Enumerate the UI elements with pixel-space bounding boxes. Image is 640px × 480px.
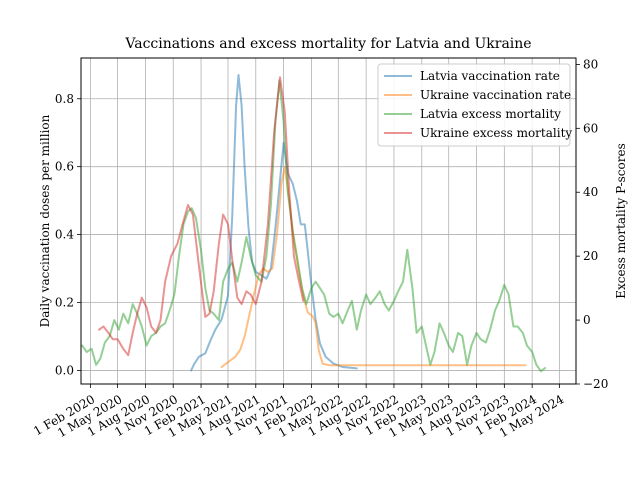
y-right-tick-label: 40 xyxy=(583,185,598,199)
y-left-tick-label: 0.2 xyxy=(55,296,74,310)
y-left-tick-label: 0.6 xyxy=(55,160,74,174)
legend-label: Ukraine vaccination rate xyxy=(420,88,571,102)
y-right-tick-label: 80 xyxy=(583,57,598,71)
series-line xyxy=(220,165,527,368)
plot-frame xyxy=(80,57,577,385)
y-right-tick-label: −20 xyxy=(583,377,608,391)
y-axis-left-label: Daily vaccination doses per million xyxy=(38,114,52,327)
y-left-tick-label: 0.4 xyxy=(55,228,74,242)
y-axis-right-label: Excess mortality P-scores xyxy=(614,143,628,298)
y-axis-right-ticks: −20 0 20 40 60 80 xyxy=(576,57,608,391)
legend: Latvia vaccination rate Ukraine vaccinati… xyxy=(377,63,572,147)
legend-label: Ukraine excess mortality xyxy=(420,126,572,140)
series-line xyxy=(98,76,305,357)
legend-label: Latvia vaccination rate xyxy=(420,69,560,83)
y-axis-left-ticks: 0.0 0.2 0.4 0.6 0.8 xyxy=(55,92,81,377)
series-line xyxy=(81,79,547,373)
chart-title: Vaccinations and excess mortality for La… xyxy=(124,36,531,52)
y-right-tick-label: 60 xyxy=(583,121,598,135)
series-line xyxy=(190,74,358,372)
y-left-tick-label: 0.8 xyxy=(55,92,74,106)
y-left-tick-label: 0.0 xyxy=(55,363,74,377)
legend-label: Latvia excess mortality xyxy=(420,107,561,121)
y-right-tick-label: 20 xyxy=(583,249,598,263)
legend-box xyxy=(377,63,571,147)
y-right-tick-label: 0 xyxy=(583,313,591,327)
series-lines xyxy=(81,74,547,373)
